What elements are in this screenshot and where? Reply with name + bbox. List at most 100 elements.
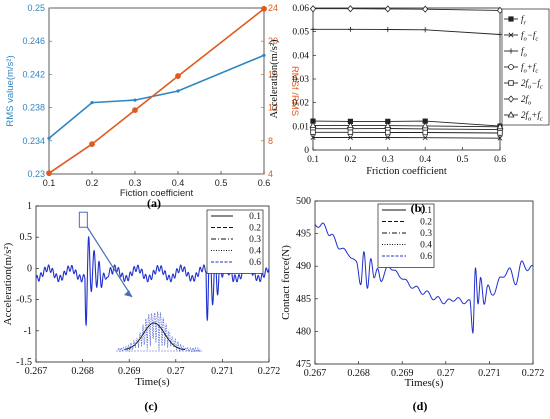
series-line <box>313 8 501 11</box>
x-tick-label: 0.272 <box>258 366 281 377</box>
legend-label: 0.1 <box>249 212 261 222</box>
data-point <box>310 26 316 32</box>
panel-label-d: (d) <box>413 399 428 413</box>
chart-c: 0.267 0.268 0.269 0.27 0.271 0.272 -1.5 -1 -0.5 0… <box>2 201 280 388</box>
y-tick-label: 0.06 <box>292 4 309 14</box>
y-tick-label: 0 <box>27 263 32 274</box>
data-point <box>422 5 429 13</box>
panel-label-a: (a) <box>147 196 161 210</box>
y-tick-label: 0.246 <box>22 36 45 46</box>
x-tick-label: 0.271 <box>211 366 234 377</box>
data-point <box>385 129 391 136</box>
legend-label: 0.6 <box>420 252 432 262</box>
data-point <box>89 141 95 148</box>
inset-envelope <box>124 322 186 351</box>
legend-label: 0.2 <box>249 224 261 234</box>
y-tick-label: 0.04 <box>292 51 309 61</box>
data-point <box>347 26 353 32</box>
y-tick-label: 0.238 <box>22 103 45 113</box>
y-axis-label: Acceleration(m/s²) <box>269 39 280 118</box>
series-line <box>313 131 501 134</box>
data-point <box>347 5 354 13</box>
y-axis-label: Acceleration(m/s²) <box>2 242 14 325</box>
y-right-tick-label: 12 <box>268 103 278 113</box>
data-point <box>508 48 514 54</box>
y-tick-label: 0.03 <box>292 75 309 85</box>
y-tick-label: 0.25 <box>27 3 45 13</box>
zoom-box <box>78 211 88 228</box>
y-right-tick-label: 20 <box>268 36 278 46</box>
y-tick-label: 0 <box>304 146 309 156</box>
panel-label-c: (c) <box>144 399 157 413</box>
data-point <box>90 101 94 105</box>
plot-frame <box>314 200 534 365</box>
y-right-tick-label: 4 <box>268 169 273 179</box>
data-point <box>507 95 515 103</box>
data-point <box>384 121 392 129</box>
data-point <box>508 16 514 22</box>
data-point <box>175 73 181 79</box>
zoom-arrow-head <box>124 290 132 297</box>
data-point <box>310 129 316 135</box>
data-point <box>385 26 391 33</box>
y-tick-label: 480 <box>296 326 311 337</box>
x-axis-label: Time(s) <box>135 376 170 388</box>
legend-label: fo+fc <box>521 62 538 75</box>
legend-label: 0.2 <box>420 218 432 228</box>
x-tick-label: 0.267 <box>25 366 48 377</box>
y-tick-label: 0.5 <box>20 232 33 243</box>
x-tick-label: 0.267 <box>304 368 327 379</box>
x-tick-label: 0.268 <box>347 368 370 379</box>
data-point <box>261 5 267 12</box>
y-tick-label: 490 <box>296 261 311 272</box>
x-tick-label: 0.1 <box>43 178 56 188</box>
x-tick-label: 0.27 <box>167 366 185 377</box>
y-tick-label: 495 <box>296 229 311 240</box>
x-tick-label: 0.4 <box>172 178 185 188</box>
legend-label: 2fo <box>521 94 532 107</box>
data-point <box>133 98 137 102</box>
series-line <box>313 137 501 139</box>
y-axis-label-right: RMSf /RMS <box>289 66 300 116</box>
x-tick-label: 0.269 <box>118 366 141 377</box>
y-axis-label: Contact force(N) <box>280 245 292 320</box>
series-line <box>48 54 265 139</box>
data-point <box>46 170 52 177</box>
y-axis-label: RMS value(m/s²) <box>5 55 16 126</box>
data-point <box>496 122 504 130</box>
x-tick-label: 0.4 <box>419 155 431 165</box>
y-right-tick-label: 24 <box>268 3 278 13</box>
data-point <box>385 134 391 140</box>
x-tick-label: 0.3 <box>129 178 142 188</box>
y-tick-label: 0.02 <box>292 99 309 109</box>
data-point <box>47 136 51 140</box>
y-tick-label: -0.5 <box>16 295 32 306</box>
legend-label: 0.6 <box>249 258 261 268</box>
data-point <box>497 130 503 136</box>
y-tick-label: 0.23 <box>27 169 45 179</box>
chart-b: 0.1 0.2 0.3 0.4 0.5 0.6 0 0.01 0.02 0.03 0.04 0.05 0… <box>269 4 550 177</box>
data-point <box>309 5 317 13</box>
x-tick-label: 0.271 <box>478 368 501 379</box>
data-point <box>309 121 317 128</box>
legend-label: 0.3 <box>420 229 432 239</box>
data-point <box>132 107 138 113</box>
data-point <box>262 53 266 57</box>
x-tick-label: 0.6 <box>494 155 506 165</box>
x-tick-label: 0.272 <box>522 368 545 379</box>
inset-dotted-trace <box>117 311 201 353</box>
data-point <box>508 64 514 70</box>
legend-label: fo <box>521 46 528 59</box>
zoom-arrow <box>86 226 133 298</box>
data-point <box>346 121 354 129</box>
x-tick-label: 0.3 <box>382 155 394 165</box>
legend-label: 0.1 <box>420 206 432 216</box>
y-right-tick-label: 8 <box>268 136 273 146</box>
x-tick-label: 0.5 <box>215 178 228 188</box>
x-tick-label: 0.268 <box>71 366 94 377</box>
chart-a: 0.1 0.2 0.3 0.4 0.5 0.6 0.23 0.234 0.238 0.242 0.2… <box>5 3 300 199</box>
plot-frame <box>35 205 270 363</box>
data-point <box>422 27 428 33</box>
legend-label: 2fo+fc <box>521 110 543 123</box>
plot-frame <box>48 7 265 175</box>
